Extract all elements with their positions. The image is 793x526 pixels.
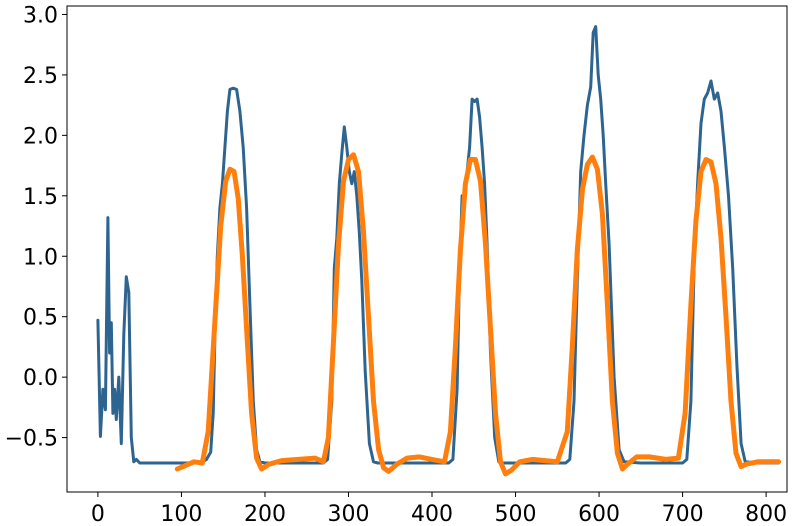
plot-area-frame (66, 5, 788, 493)
y-tick-label: 2.5 (23, 64, 58, 89)
y-tick-label: 0.0 (23, 366, 58, 391)
x-tick-label: 700 (662, 502, 704, 526)
x-tick-label: 600 (578, 502, 620, 526)
x-tick-label: 100 (160, 502, 202, 526)
y-tick-label: −0.5 (5, 427, 58, 452)
x-tick-label: 500 (495, 502, 537, 526)
y-tick-label: 1.0 (23, 245, 58, 270)
series-line-2 (174, 152, 782, 477)
y-tick-label: 1.5 (23, 185, 58, 210)
x-tick-label: 200 (244, 502, 286, 526)
x-tick-label: 400 (411, 502, 453, 526)
y-tick-label: 0.5 (23, 306, 58, 331)
y-tick-label: 2.0 (23, 124, 58, 149)
x-tick-label: 0 (91, 502, 105, 526)
y-axis: −0.5 0.0 0.5 1.0 1.5 2.0 2.5 3.0 (5, 3, 67, 452)
series-line-1 (96, 25, 781, 465)
x-tick-label: 800 (745, 502, 787, 526)
x-axis: 0 100 200 300 400 500 600 700 800 (91, 492, 787, 526)
x-tick-label: 300 (327, 502, 369, 526)
y-tick-label: 3.0 (23, 3, 58, 28)
series-layer (96, 25, 782, 477)
